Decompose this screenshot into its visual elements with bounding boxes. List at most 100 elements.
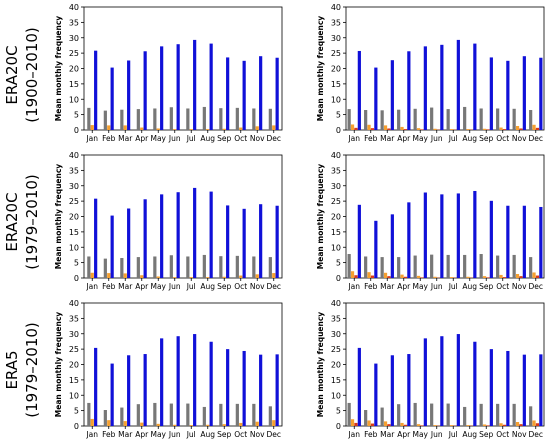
bar-gray xyxy=(347,254,351,278)
row-label-period: (1979–2010) xyxy=(23,174,41,270)
bar-orange xyxy=(350,419,355,426)
x-tick-label: Sep xyxy=(479,134,493,143)
y-axis-label: Mean monthly frequency xyxy=(316,16,325,121)
x-tick-label: Nov xyxy=(512,430,527,439)
bar-orange xyxy=(400,422,404,426)
y-tick-label: 5 xyxy=(336,407,341,416)
bar-orange xyxy=(239,127,243,130)
bar-orange xyxy=(350,124,355,130)
bar-blue xyxy=(390,60,394,131)
bar-gray xyxy=(103,410,107,426)
x-tick-label: May xyxy=(412,134,428,143)
y-tick-label: 20 xyxy=(69,361,79,370)
bar-orange xyxy=(383,421,388,426)
bar-orange xyxy=(367,124,371,130)
bar-orange xyxy=(239,275,243,278)
x-tick-label: Feb xyxy=(102,134,116,143)
bar-orange xyxy=(482,276,487,278)
x-tick-label: Oct xyxy=(234,282,247,291)
bar-blue xyxy=(226,205,230,278)
bar-gray xyxy=(479,254,483,278)
x-tick-label: Mar xyxy=(118,282,133,291)
bar-blue xyxy=(143,51,147,130)
x-tick-label: Dec xyxy=(528,430,543,439)
row-label-3: ERA5 (1979–2010) xyxy=(0,301,46,439)
y-tick-label: 40 xyxy=(69,3,79,12)
bar-red xyxy=(354,275,358,278)
bar-gray xyxy=(529,110,533,130)
y-tick-label: 40 xyxy=(69,299,79,308)
x-tick-label: Nov xyxy=(250,134,265,143)
bar-orange xyxy=(189,129,193,130)
bar-blue xyxy=(407,51,411,130)
y-tick-label: 5 xyxy=(336,259,341,268)
bar-orange xyxy=(433,425,437,426)
bar-blue xyxy=(456,334,460,426)
x-tick-label: Jun xyxy=(168,134,181,143)
x-tick-label: Sep xyxy=(217,282,231,291)
bar-orange xyxy=(189,425,193,426)
bar-orange xyxy=(433,276,437,278)
bar-gray xyxy=(529,257,533,278)
bar-blue xyxy=(407,354,411,426)
bar-blue xyxy=(506,350,510,426)
bar-blue xyxy=(390,214,394,278)
bar-blue xyxy=(209,43,213,130)
bar-gray xyxy=(512,254,516,278)
bar-blue xyxy=(506,60,510,130)
bar-orange xyxy=(367,420,371,426)
y-tick-label: 30 xyxy=(69,330,79,339)
bar-blue xyxy=(242,208,246,278)
x-tick-label: Nov xyxy=(250,282,265,291)
y-tick-label: 20 xyxy=(69,213,79,222)
bar-red xyxy=(420,425,424,426)
chart-row1-right: 0 5 10 15 20 25 30 35 40 Mean monthly frequency Ja… xyxy=(316,3,545,143)
bar-orange xyxy=(123,125,127,130)
bar-gray xyxy=(252,403,256,426)
bar-blue xyxy=(193,39,197,131)
bar-gray xyxy=(347,402,351,426)
bar-gray xyxy=(202,254,206,278)
bar-blue xyxy=(390,355,394,426)
bar-orange xyxy=(173,424,177,426)
bar-blue xyxy=(94,198,98,278)
bar-orange xyxy=(383,272,388,278)
y-tick-label: 35 xyxy=(331,314,341,323)
bar-gray xyxy=(120,258,124,278)
bar-gray xyxy=(103,258,107,278)
panel-row2-right: 0 5 10 15 20 25 30 35 40 Mean monthly frequency Ja… xyxy=(314,148,548,292)
bar-orange xyxy=(499,274,503,278)
x-tick-label: May xyxy=(412,282,428,291)
y-tick-label: 0 xyxy=(336,422,341,431)
bar-gray xyxy=(268,108,272,130)
bar-blue xyxy=(275,57,279,130)
x-tick-label: Oct xyxy=(496,430,509,439)
bar-gray xyxy=(87,402,91,426)
bar-gray xyxy=(529,406,533,426)
x-tick-label: Feb xyxy=(364,430,378,439)
bar-blue xyxy=(226,349,230,426)
bar-orange xyxy=(499,127,503,130)
bar-gray xyxy=(479,403,483,426)
bar-gray xyxy=(186,403,190,426)
bar-orange xyxy=(107,420,111,426)
y-tick-label: 10 xyxy=(331,391,341,400)
x-tick-label: Nov xyxy=(512,282,527,291)
bar-orange xyxy=(482,128,487,130)
x-tick-label: Sep xyxy=(217,430,231,439)
bar-red xyxy=(370,423,375,426)
x-tick-label: Oct xyxy=(496,134,509,143)
bar-orange xyxy=(90,125,94,130)
bar-gray xyxy=(380,407,384,426)
bar-gray xyxy=(430,403,434,426)
bar-orange xyxy=(367,272,371,278)
y-tick-label: 35 xyxy=(331,18,341,27)
x-tick-label: Jul xyxy=(448,134,458,143)
x-tick-label: Aug xyxy=(462,430,477,439)
bar-red xyxy=(354,127,358,130)
x-tick-label: Dec xyxy=(528,134,543,143)
x-tick-label: Feb xyxy=(364,134,378,143)
bar-red xyxy=(486,277,490,278)
bar-red xyxy=(535,127,540,130)
